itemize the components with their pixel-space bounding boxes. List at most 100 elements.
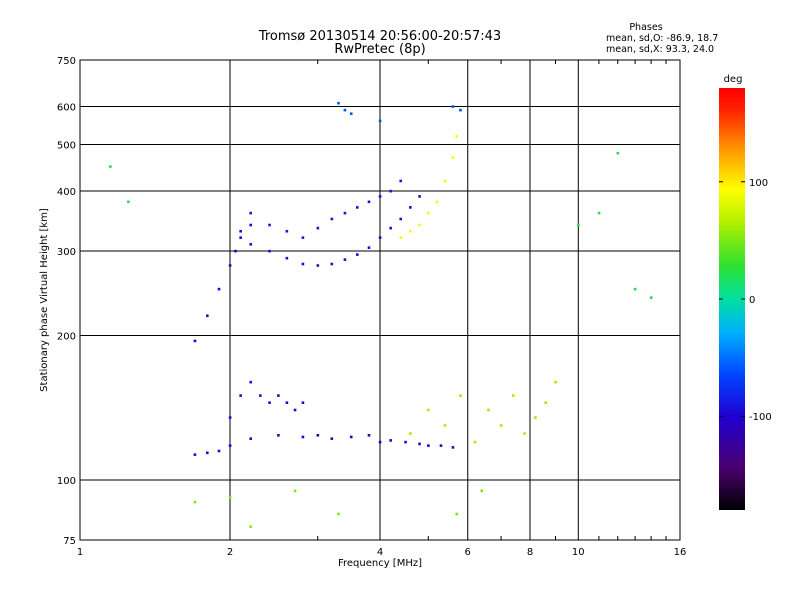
data-point bbox=[459, 394, 462, 397]
colorbar-tick-label: -100 bbox=[749, 412, 772, 423]
data-point bbox=[511, 394, 515, 397]
data-point bbox=[301, 435, 305, 439]
data-points bbox=[109, 101, 653, 528]
data-point bbox=[285, 256, 289, 260]
data-point bbox=[277, 394, 280, 397]
data-point bbox=[239, 236, 242, 239]
stats-x-mode: mean, sd,X: 93.3, 24.0 bbox=[606, 44, 714, 55]
data-point bbox=[355, 253, 359, 256]
data-point bbox=[404, 440, 407, 444]
data-point bbox=[443, 179, 447, 183]
data-point bbox=[293, 408, 297, 412]
data-point bbox=[193, 453, 197, 456]
data-point bbox=[349, 112, 353, 115]
data-point bbox=[285, 229, 289, 233]
data-point bbox=[367, 433, 371, 437]
x-tick-label: 6 bbox=[465, 547, 471, 558]
data-point bbox=[554, 380, 557, 384]
data-point bbox=[249, 211, 253, 215]
data-point bbox=[378, 236, 382, 239]
data-point bbox=[409, 206, 412, 209]
data-point bbox=[228, 264, 232, 267]
data-point bbox=[399, 236, 403, 239]
data-point bbox=[249, 223, 253, 227]
data-point bbox=[455, 512, 459, 516]
data-point bbox=[249, 525, 253, 528]
data-point bbox=[523, 432, 526, 435]
data-point bbox=[597, 211, 601, 215]
data-point bbox=[378, 195, 382, 198]
x-tick-label: 8 bbox=[527, 547, 533, 558]
chart-subtitle: RwPretec (8p) bbox=[334, 42, 425, 57]
data-point bbox=[249, 437, 253, 440]
data-point bbox=[355, 206, 359, 209]
data-point bbox=[451, 446, 455, 449]
data-point bbox=[487, 408, 490, 412]
data-point bbox=[193, 339, 197, 343]
data-point bbox=[418, 223, 421, 227]
data-point bbox=[649, 296, 653, 299]
data-point bbox=[427, 444, 430, 447]
colorbar-tick-label: 0 bbox=[749, 295, 755, 306]
data-point bbox=[239, 394, 242, 397]
data-point bbox=[228, 416, 232, 419]
data-point bbox=[367, 246, 371, 249]
colorbar-tick-label: 100 bbox=[749, 178, 768, 189]
y-tick-label: 100 bbox=[57, 476, 76, 487]
data-point bbox=[277, 433, 280, 437]
x-axis-ticks: 1 2 4 6 8 10 16 bbox=[77, 60, 686, 558]
data-point bbox=[217, 287, 221, 291]
data-point bbox=[268, 401, 271, 404]
data-point bbox=[330, 262, 334, 266]
data-point bbox=[451, 156, 455, 159]
data-point bbox=[378, 440, 382, 444]
data-point bbox=[234, 249, 237, 253]
data-point bbox=[127, 200, 130, 204]
y-tick-label: 400 bbox=[57, 187, 76, 198]
data-point bbox=[249, 380, 253, 384]
data-point bbox=[330, 217, 334, 221]
data-point bbox=[427, 408, 430, 412]
data-point bbox=[268, 223, 271, 227]
data-point bbox=[109, 165, 112, 168]
data-point bbox=[330, 437, 334, 440]
y-tick-label: 200 bbox=[57, 332, 76, 343]
data-point bbox=[316, 264, 320, 267]
y-axis-label: Stationary phase Virtual Height [km] bbox=[39, 208, 50, 392]
data-point bbox=[435, 200, 439, 204]
data-point bbox=[205, 314, 209, 318]
data-point bbox=[616, 151, 620, 155]
chart-title: Tromsø 20130514 20:56:00-20:57:43 bbox=[258, 29, 501, 44]
data-point bbox=[337, 512, 340, 516]
data-point bbox=[427, 211, 430, 215]
data-point bbox=[577, 223, 580, 227]
data-point bbox=[389, 226, 392, 230]
y-tick-label: 750 bbox=[57, 56, 76, 67]
data-point bbox=[343, 211, 347, 215]
data-point bbox=[301, 262, 305, 266]
data-point bbox=[451, 105, 455, 108]
colorbar-ticks: 100 0 -100 bbox=[719, 178, 772, 423]
data-point bbox=[343, 258, 347, 261]
y-tick-label: 500 bbox=[57, 141, 76, 152]
data-point bbox=[293, 489, 297, 493]
y-tick-label: 300 bbox=[57, 247, 76, 258]
data-point bbox=[316, 226, 320, 230]
data-point bbox=[301, 401, 305, 404]
x-tick-label: 4 bbox=[377, 547, 383, 558]
data-point bbox=[217, 449, 221, 453]
data-point bbox=[239, 229, 242, 233]
data-point bbox=[389, 189, 392, 193]
x-tick-label: 10 bbox=[572, 547, 585, 558]
data-point bbox=[349, 435, 353, 439]
data-point bbox=[389, 439, 392, 442]
data-point bbox=[301, 236, 305, 239]
data-point bbox=[343, 108, 347, 112]
data-point bbox=[459, 108, 462, 112]
x-axis-label: Frequency [MHz] bbox=[338, 558, 422, 569]
plot-frame bbox=[79, 59, 681, 541]
data-point bbox=[378, 119, 382, 123]
data-point bbox=[205, 451, 209, 455]
colorbar-label: deg bbox=[724, 74, 743, 85]
